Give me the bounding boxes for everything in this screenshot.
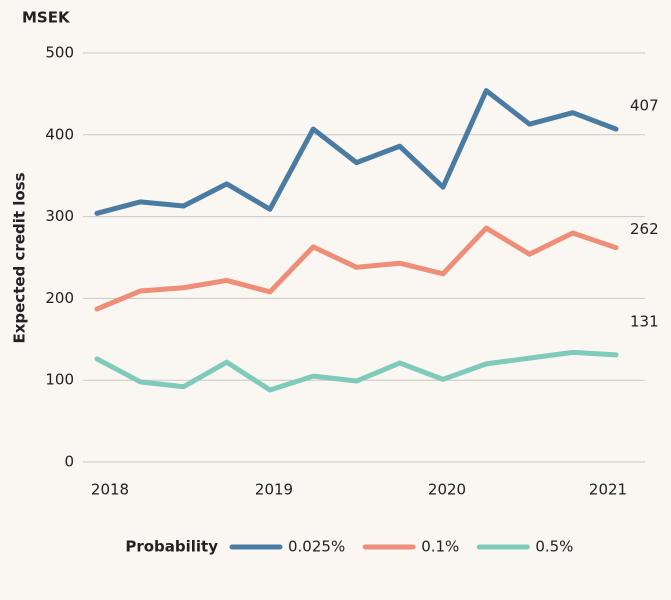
legend-label: 0.5% <box>535 538 573 556</box>
x-tick-label: 2020 <box>428 481 466 499</box>
y-tick-label: 100 <box>45 371 74 389</box>
y-unit: MSEK <box>22 9 71 27</box>
x-tick-label: 2019 <box>255 481 293 499</box>
y-tick-label: 300 <box>45 207 74 225</box>
y-tick-label: 400 <box>45 125 74 143</box>
x-tick-label: 2018 <box>91 481 129 499</box>
y-axis-label: Expected credit loss <box>11 172 29 343</box>
line <box>94 349 619 393</box>
x-tick-label: 2021 <box>589 481 627 499</box>
y-tick-label: 0 <box>64 453 74 471</box>
y-tick-label: 500 <box>45 44 74 62</box>
y-tick-label: 200 <box>45 289 74 307</box>
legend-title: Probability <box>125 538 218 556</box>
legend-label: 0.025% <box>288 538 345 556</box>
line <box>94 225 619 312</box>
data-label: 262 <box>630 220 659 238</box>
legend-label: 0.1% <box>421 538 459 556</box>
data-label: 131 <box>630 312 659 330</box>
data-label: 407 <box>630 97 659 115</box>
line <box>94 88 619 216</box>
